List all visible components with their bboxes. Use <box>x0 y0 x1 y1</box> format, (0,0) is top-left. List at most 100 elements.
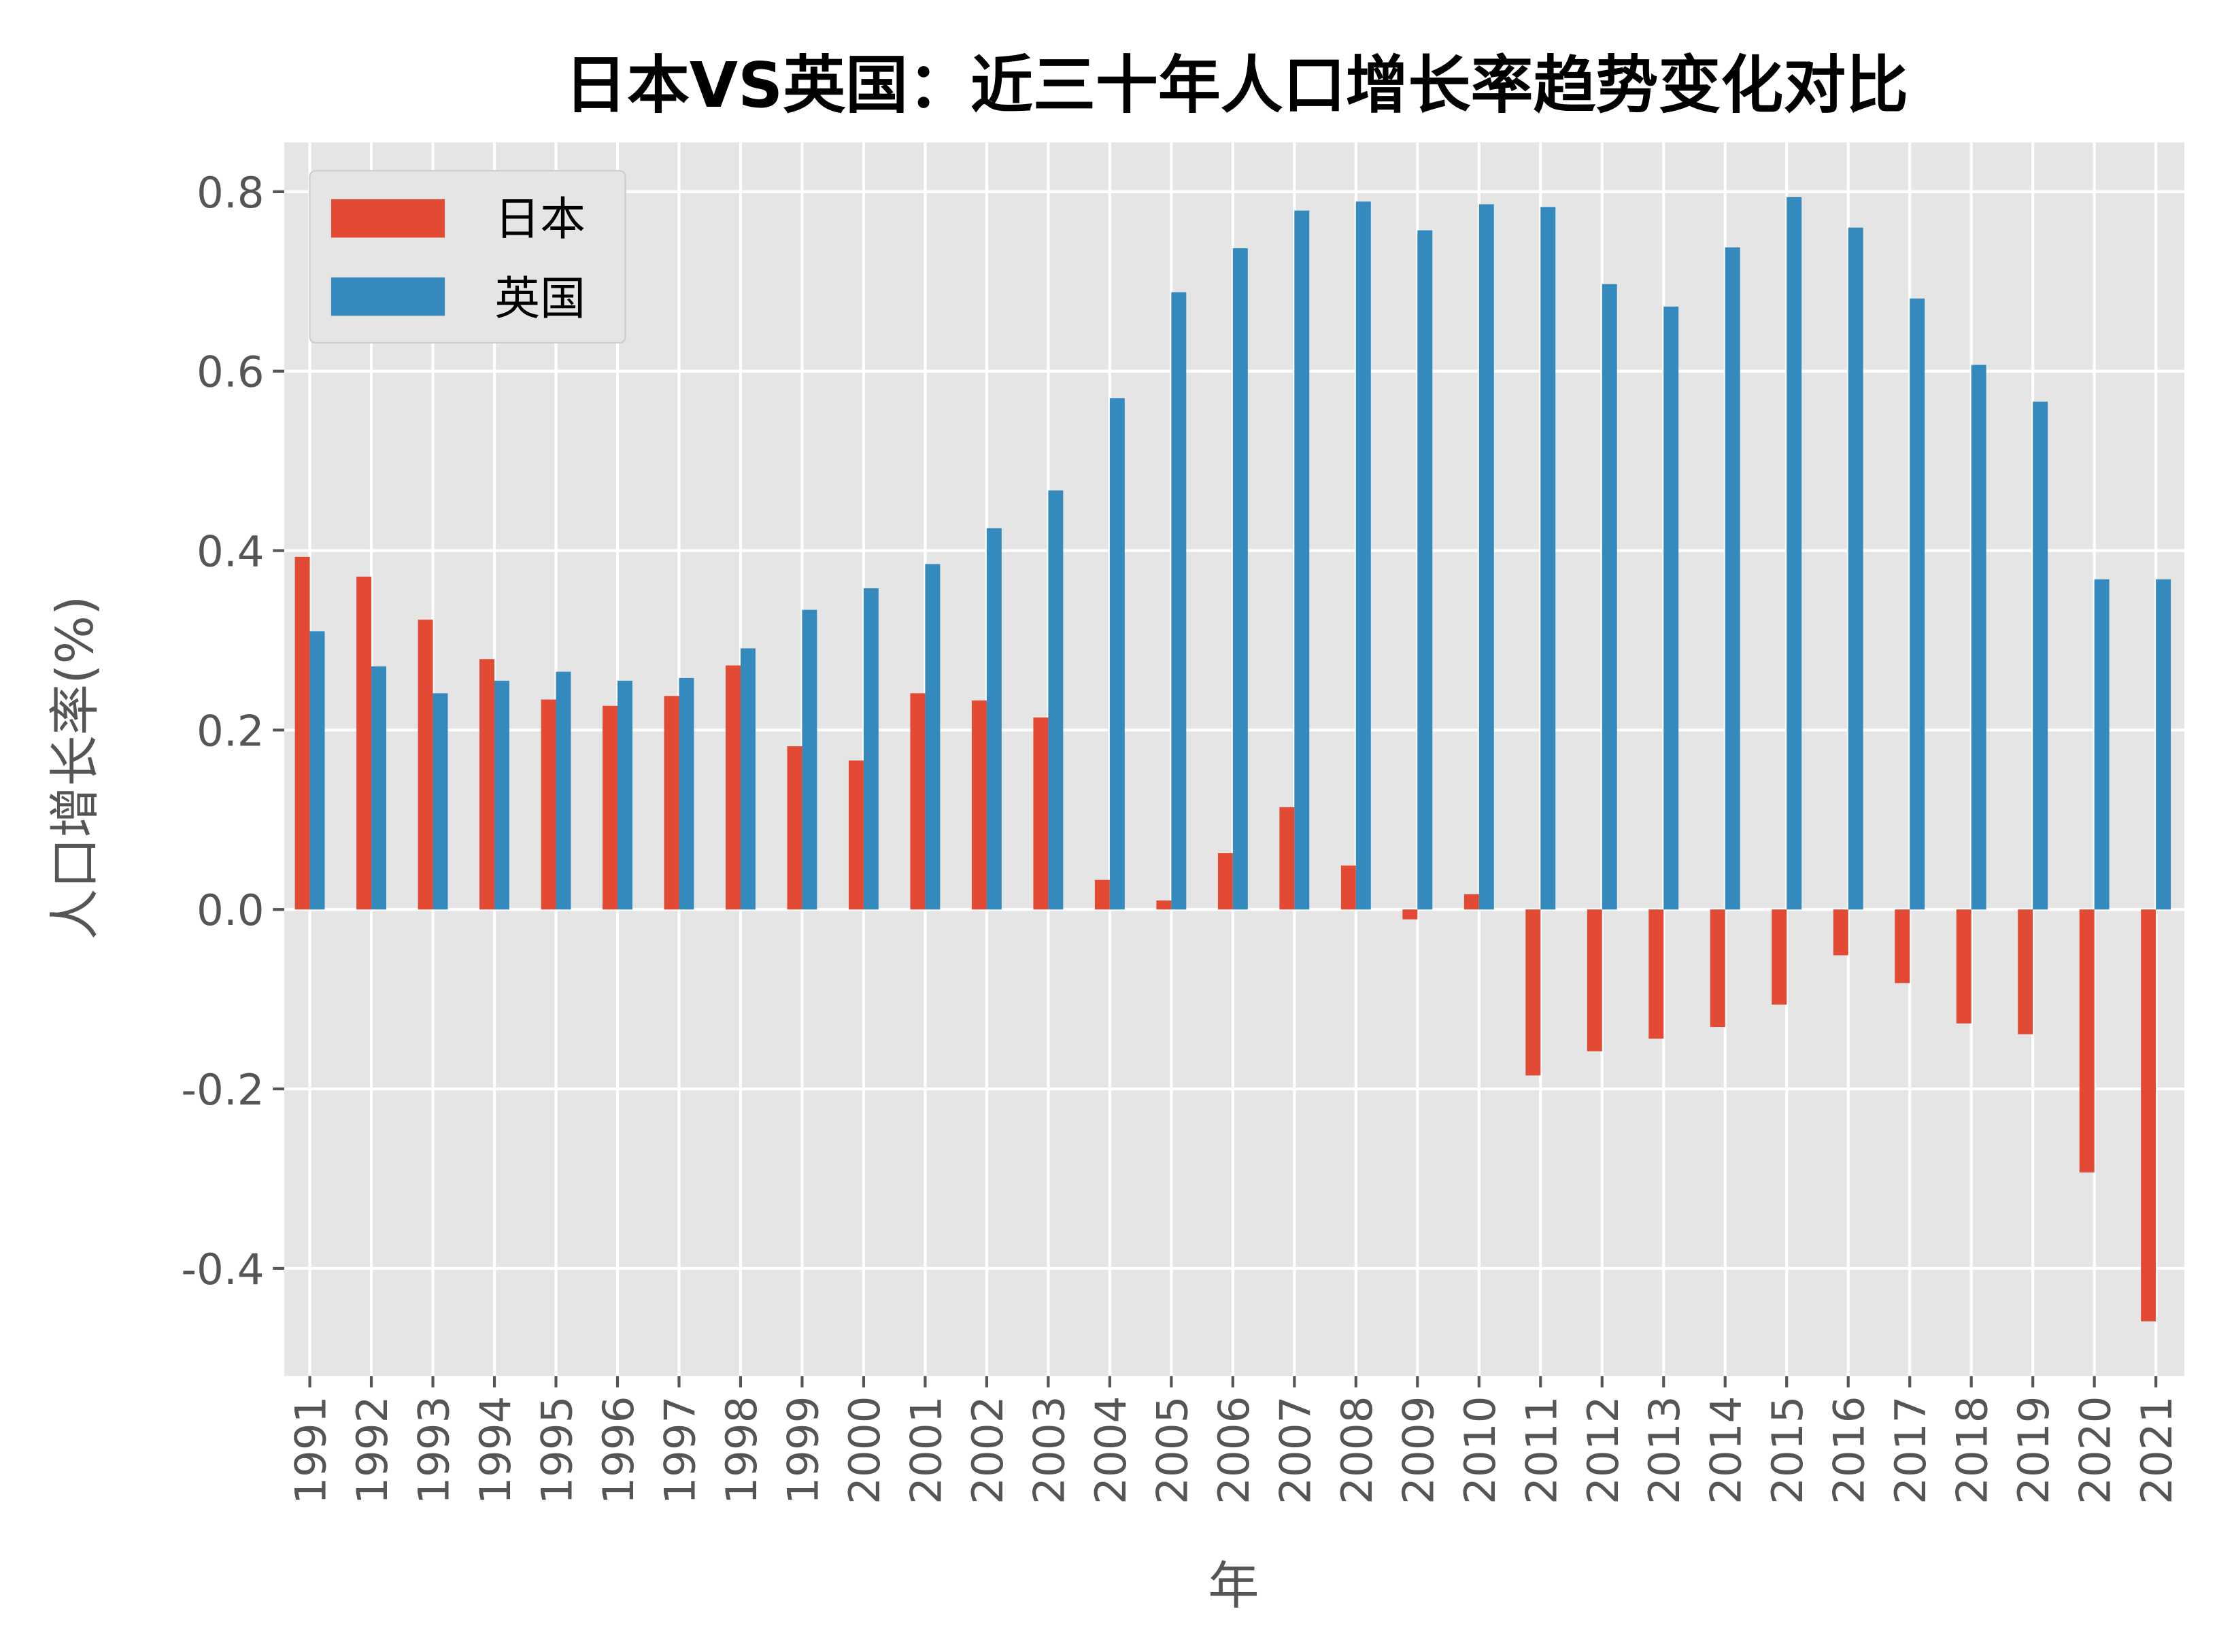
bar-japan-2013 <box>1648 909 1664 1039</box>
x-tick-label: 2008 <box>1332 1396 1382 1504</box>
y-tick-label: -0.2 <box>181 1065 264 1115</box>
bar-uk-1996 <box>617 680 632 910</box>
bar-japan-1994 <box>479 659 495 910</box>
x-tick-label: 1993 <box>409 1396 459 1504</box>
bar-uk-1998 <box>740 648 756 910</box>
x-tick-label: 1992 <box>348 1396 397 1504</box>
x-tick-label: 2002 <box>963 1396 1013 1504</box>
y-tick-label: 0.0 <box>197 886 265 935</box>
x-tick-label: 2001 <box>901 1396 951 1504</box>
y-tick-label: -0.4 <box>181 1245 264 1294</box>
x-tick-label: 2012 <box>1578 1396 1628 1504</box>
bar-japan-1999 <box>787 746 802 910</box>
x-tick-label: 1998 <box>717 1396 766 1504</box>
bar-japan-2000 <box>848 760 864 910</box>
bar-japan-1997 <box>664 696 679 910</box>
bar-uk-2003 <box>1048 490 1064 910</box>
x-tick-label: 2003 <box>1024 1396 1074 1504</box>
bar-japan-2019 <box>2018 909 2033 1034</box>
bar-uk-2005 <box>1171 292 1187 910</box>
bar-uk-2021 <box>2156 579 2171 910</box>
x-tick-label: 2019 <box>2009 1396 2059 1504</box>
bar-uk-2007 <box>1294 210 1310 910</box>
x-tick-label: 1991 <box>286 1396 336 1504</box>
bar-uk-1991 <box>309 631 325 910</box>
bar-japan-1996 <box>603 705 617 910</box>
x-tick-label: 2004 <box>1086 1396 1136 1504</box>
bar-uk-2011 <box>1540 207 1556 910</box>
bar-japan-2003 <box>1033 717 1049 910</box>
x-tick-label: 1995 <box>532 1396 581 1504</box>
x-tick-label: 2010 <box>1455 1396 1505 1504</box>
bar-japan-1992 <box>356 576 372 910</box>
x-tick-label: 2007 <box>1270 1396 1320 1504</box>
bar-japan-2002 <box>971 700 987 910</box>
x-tick-label: 2021 <box>2132 1396 2182 1504</box>
bar-uk-1997 <box>679 677 694 910</box>
x-tick-label: 2005 <box>1147 1396 1197 1504</box>
bar-uk-2004 <box>1109 398 1125 910</box>
bar-uk-1994 <box>494 680 509 910</box>
bar-japan-2017 <box>1895 909 1910 983</box>
x-tick-label: 1996 <box>594 1396 643 1504</box>
bar-japan-2010 <box>1463 894 1479 910</box>
bar-japan-2014 <box>1710 909 1725 1028</box>
legend-swatch-japan <box>331 199 445 238</box>
bar-uk-2014 <box>1725 247 1740 910</box>
bar-uk-2006 <box>1232 248 1248 910</box>
bar-uk-2016 <box>1848 227 1863 910</box>
y-tick-label: 0.6 <box>197 348 265 397</box>
x-axis-label: 年 <box>1208 1556 1259 1616</box>
bar-japan-2001 <box>910 693 926 910</box>
bar-japan-2021 <box>2141 909 2156 1321</box>
bar-japan-2005 <box>1156 900 1172 910</box>
bar-uk-2013 <box>1663 306 1679 910</box>
x-tick-label: 2016 <box>1825 1396 1874 1504</box>
y-tick-label: 0.4 <box>197 527 265 577</box>
chart-title: 日本VS英国：近三十年人口增长率趋势变化对比 <box>564 49 1908 122</box>
bar-uk-2020 <box>2094 579 2110 910</box>
legend: 日本 英国 <box>309 170 626 344</box>
bar-japan-2020 <box>2079 909 2095 1173</box>
bar-japan-2009 <box>1402 909 1418 920</box>
bar-uk-1992 <box>371 666 386 910</box>
legend-label-uk: 英国 <box>494 272 586 325</box>
bar-uk-2009 <box>1417 230 1433 910</box>
x-tick-label: 2018 <box>1948 1396 1997 1504</box>
bar-japan-1993 <box>418 620 433 910</box>
bar-uk-2012 <box>1602 284 1617 910</box>
bar-japan-1995 <box>541 699 556 910</box>
legend-swatch-uk <box>331 277 445 316</box>
x-tick-label: 2009 <box>1393 1396 1443 1504</box>
bar-uk-2008 <box>1355 201 1371 910</box>
bar-uk-2015 <box>1787 197 1802 910</box>
x-tick-label: 2000 <box>840 1396 890 1504</box>
y-tick-label: 0.2 <box>197 706 265 756</box>
x-tick-label: 2014 <box>1702 1396 1751 1504</box>
bar-japan-2008 <box>1340 865 1356 910</box>
x-tick-label: 1997 <box>655 1396 705 1504</box>
x-tick-label: 2013 <box>1640 1396 1689 1504</box>
bar-japan-2012 <box>1587 909 1602 1051</box>
x-tick-label: 2011 <box>1517 1396 1566 1504</box>
bar-japan-2011 <box>1525 909 1541 1076</box>
bar-uk-1995 <box>556 671 571 910</box>
x-tick-label: 2006 <box>1209 1396 1259 1504</box>
bar-japan-2004 <box>1094 879 1110 910</box>
legend-label-japan: 日本 <box>494 192 586 246</box>
bar-japan-2016 <box>1833 909 1848 956</box>
bar-uk-2001 <box>925 564 941 910</box>
x-tick-label: 2017 <box>1886 1396 1935 1504</box>
bar-uk-2019 <box>2033 401 2048 910</box>
x-tick-label: 1994 <box>471 1396 520 1504</box>
x-tick-label: 2020 <box>2071 1396 2120 1504</box>
bar-uk-1993 <box>433 693 448 910</box>
x-tick-label: 1999 <box>778 1396 828 1504</box>
y-tick-label: 0.8 <box>197 168 265 218</box>
x-tick-label: 2015 <box>1763 1396 1812 1504</box>
bar-japan-2018 <box>1956 909 1971 1024</box>
bar-uk-2017 <box>1910 298 1925 910</box>
bar-japan-1991 <box>294 556 310 910</box>
bar-japan-2006 <box>1217 853 1233 910</box>
